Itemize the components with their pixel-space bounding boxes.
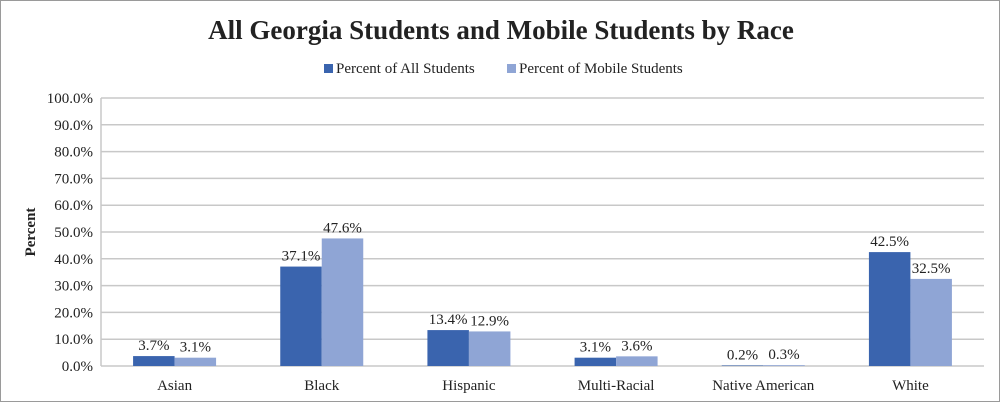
legend-swatch <box>507 64 516 73</box>
data-label: 13.4% <box>429 312 468 328</box>
x-tick-label: Native American <box>712 378 815 394</box>
bar-hispanic-all <box>427 330 469 366</box>
gridlines <box>100 97 984 367</box>
data-label: 47.6% <box>323 220 362 236</box>
x-tick-label: White <box>892 378 929 394</box>
legend: Percent of All Students Percent of Mobile… <box>324 61 683 77</box>
data-label: 42.5% <box>870 234 909 250</box>
legend-label: Percent of All Students <box>336 61 475 77</box>
bar-black-mobile <box>321 238 364 366</box>
x-tick-label: Black <box>304 378 339 394</box>
y-tick-label: 60.0% <box>54 198 93 214</box>
bar-asian-all <box>133 356 175 366</box>
y-tick-label: 100.0% <box>47 91 93 107</box>
bar-white-all <box>868 252 911 366</box>
x-axis-ticks: Asian Black Hispanic Multi-Racial Native Ame… <box>157 378 929 394</box>
data-label: 3.1% <box>180 340 211 356</box>
y-axis-ticks: 0.0% 10.0% 20.0% 30.0% 40.0% 50.0% 60.0% 70.0% 8… <box>47 91 93 375</box>
chart-title: All Georgia Students and Mobile Students… <box>208 15 794 45</box>
y-tick-label: 10.0% <box>54 332 93 348</box>
data-label: 3.1% <box>580 340 611 356</box>
y-tick-label: 20.0% <box>54 305 93 321</box>
bar-native-american-all <box>721 365 764 366</box>
y-tick-label: 90.0% <box>54 118 93 134</box>
legend-swatch <box>324 64 333 73</box>
data-label: 3.7% <box>138 338 169 354</box>
y-tick-label: 80.0% <box>54 145 93 161</box>
bar-multi-racial-mobile <box>616 356 658 366</box>
y-tick-label: 50.0% <box>54 225 93 241</box>
data-label: 12.9% <box>470 313 509 329</box>
x-tick-label: Hispanic <box>442 378 496 394</box>
data-label: 3.6% <box>621 338 652 354</box>
bar-white-mobile <box>910 278 952 366</box>
y-tick-label: 40.0% <box>54 252 93 268</box>
data-label: 37.1% <box>282 249 321 265</box>
data-label: 0.3% <box>768 347 799 363</box>
x-tick-label: Multi-Racial <box>578 378 655 394</box>
bar-black-all <box>280 266 322 366</box>
data-label: 0.2% <box>727 347 758 363</box>
data-label: 32.5% <box>912 261 951 277</box>
bar-hispanic-mobile <box>468 331 511 366</box>
x-tick-label: Asian <box>157 378 192 394</box>
bar-asian-mobile <box>174 357 217 366</box>
y-tick-label: 0.0% <box>62 359 93 375</box>
y-tick-label: 30.0% <box>54 279 93 295</box>
legend-label: Percent of Mobile Students <box>519 61 683 77</box>
bar-multi-racial-all <box>574 357 617 366</box>
y-tick-label: 70.0% <box>54 171 93 187</box>
data-labels: 3.7% 3.1% 37.1%47.6% 13.4% 12.9% 3.1% 3.6% 0.2%… <box>138 220 950 363</box>
bar-native-american-mobile <box>763 365 805 366</box>
y-axis-label: Percent <box>23 208 39 257</box>
bars <box>133 238 952 366</box>
